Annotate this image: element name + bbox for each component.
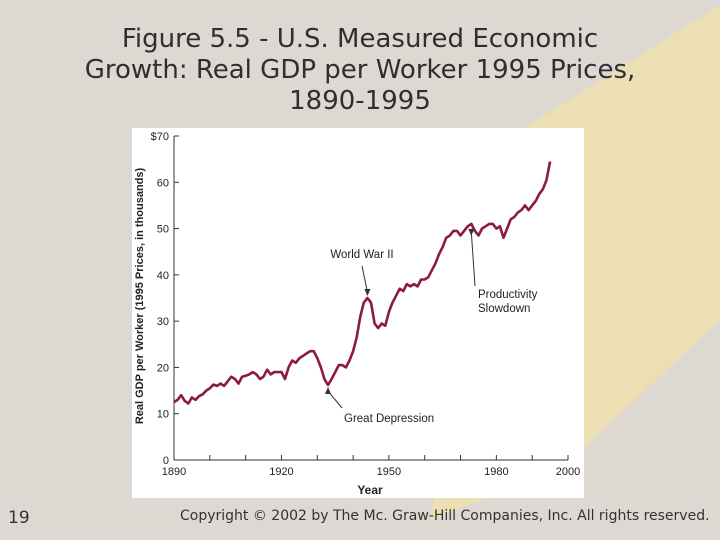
title-line: Figure 5.5 - U.S. Measured Economic — [121, 24, 599, 54]
x-tick-label: 1890 — [162, 466, 186, 478]
chart-background — [132, 128, 584, 498]
x-tick-label: 2000 — [556, 466, 580, 478]
y-tick-label: 50 — [157, 224, 169, 236]
x-tick-label: 1950 — [377, 466, 401, 478]
copyright-notice: Copyright © 2002 by The Mc. Graw-Hill Co… — [180, 508, 710, 524]
y-tick-label: 0 — [163, 455, 169, 467]
x-tick-label: 1920 — [269, 466, 293, 478]
y-tick-label: 10 — [157, 409, 169, 421]
annotation-pointer — [470, 231, 476, 287]
annotation-label: Great Depression — [344, 413, 434, 425]
y-tick-label: 30 — [157, 316, 169, 328]
gdp-line-chart: 0 10 20 30 40 50 60 $70 1890 1920 1950 1980 2000 Worl… — [132, 128, 584, 498]
y-tick-label: 40 — [157, 270, 169, 282]
annotation-label: Productivity Slowdown — [478, 289, 538, 315]
annotation-arrowhead — [325, 387, 332, 395]
gdp-series-line — [173, 161, 552, 405]
y-tick-label: 20 — [157, 362, 169, 374]
title-line: 1890-1995 — [289, 86, 431, 116]
annotation-label: World War II — [330, 249, 393, 261]
y-tick-label: 60 — [157, 177, 169, 189]
y-tick-label: $70 — [151, 131, 169, 143]
x-axis-label: Year — [357, 483, 383, 497]
slide-title: Figure 5.5 - U.S. Measured Economic Grow… — [30, 24, 690, 117]
x-tick-label: 1980 — [484, 466, 508, 478]
annotation-arrowhead — [468, 228, 475, 236]
chart-panel: 0 10 20 30 40 50 60 $70 1890 1920 1950 1980 2000 Worl… — [132, 128, 584, 498]
annotation-arrowhead — [364, 289, 371, 296]
annotation-pointer — [361, 265, 368, 293]
y-axis-label: Real GDP per Worker (1995 Prices, in tho… — [134, 167, 146, 424]
slide-number: 19 — [8, 508, 30, 528]
title-line: Growth: Real GDP per Worker 1995 Prices, — [84, 55, 636, 85]
